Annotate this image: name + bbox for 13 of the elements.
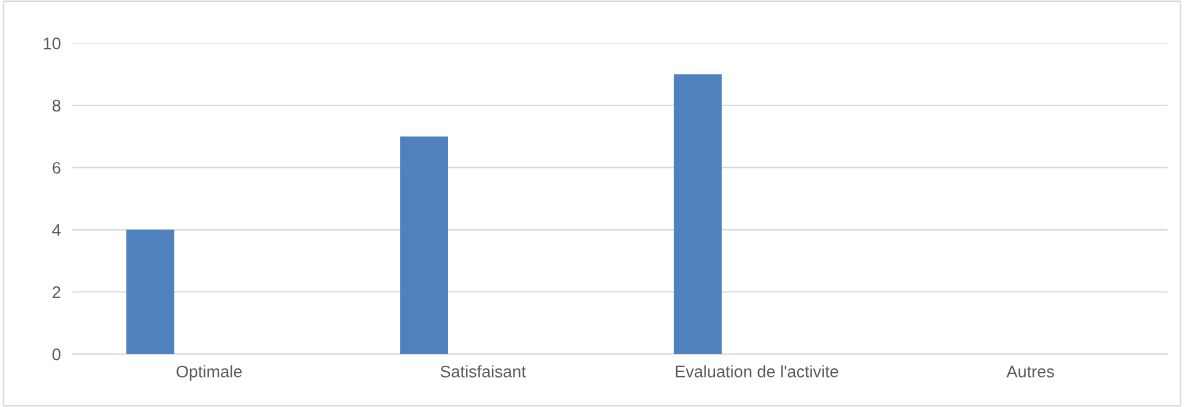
y-tick-label: 8 [52,99,61,112]
bar [673,74,722,355]
x-tick-label: Autres [1006,365,1055,378]
y-tick-label: 4 [52,224,61,236]
x-tick-label: Satisfaisant [440,365,526,378]
x-tick-label: Evaluation de l'activite [675,365,839,378]
y-tick-label: 0 [52,348,61,361]
y-tick-label: 6 [52,161,61,174]
y-tick-label: 10 [43,37,61,50]
x-tick-label: Optimale [176,365,242,381]
bar [126,229,175,355]
bar [400,136,449,355]
y-tick-label: 2 [52,286,61,298]
